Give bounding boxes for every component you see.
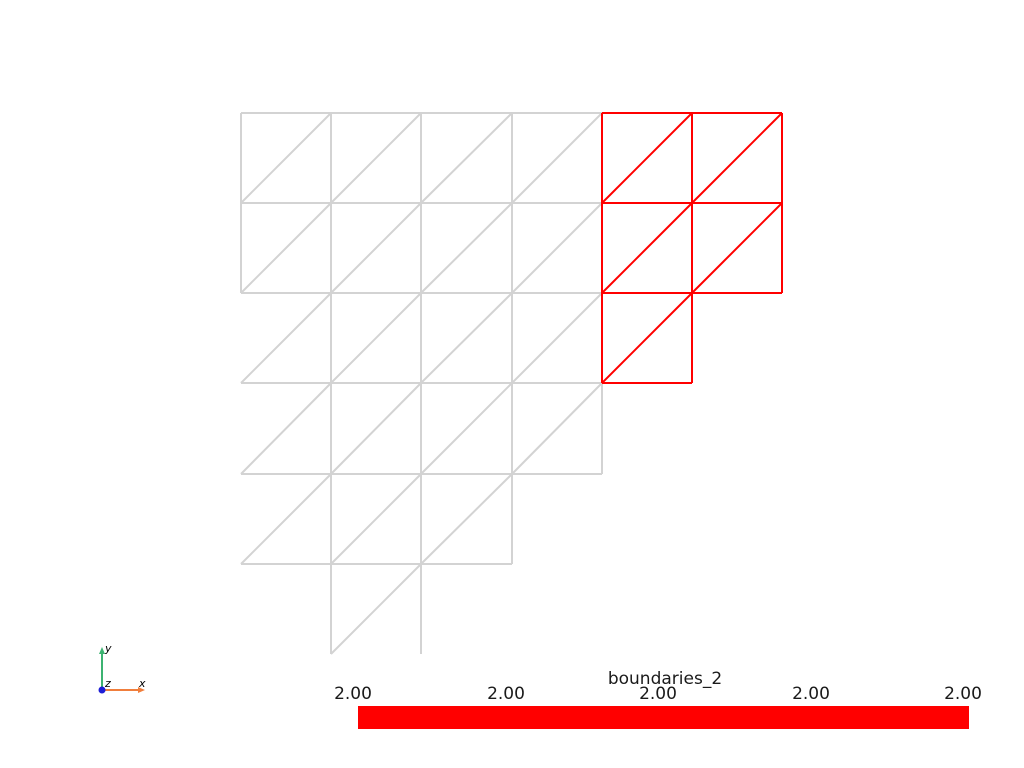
mesh-diagonal	[330, 292, 422, 384]
scalar-bar-tick: 2.00	[487, 684, 525, 704]
mesh-diagonal	[511, 202, 603, 294]
mesh-diagonal	[511, 292, 603, 384]
mesh-diagonal	[511, 112, 603, 204]
mesh-diagonal	[601, 292, 693, 384]
mesh-diagonal	[330, 202, 422, 294]
mesh-diagonal	[330, 112, 422, 204]
scalar-bar-tick: 2.00	[639, 684, 677, 704]
mesh-diagonal	[511, 382, 603, 475]
mesh-diagonal	[240, 292, 332, 384]
mesh-diagonal	[420, 292, 513, 384]
scalar-bar-tick: 2.00	[944, 684, 982, 704]
mesh-diagonal	[420, 382, 513, 475]
mesh-diagonal	[601, 202, 693, 294]
mesh-diagonal	[240, 202, 332, 294]
mesh-diagonal	[420, 473, 513, 565]
z-axis-label: z	[104, 677, 111, 690]
mesh-diagonal	[691, 202, 783, 294]
x-axis-arrowhead	[138, 687, 145, 693]
mesh-diagonal	[420, 202, 513, 294]
mesh-diagonal	[601, 112, 693, 204]
mesh-diagonal	[420, 112, 513, 204]
z-axis-dot	[98, 686, 106, 694]
mesh-diagonal	[330, 382, 422, 475]
x-axis-label: x	[138, 677, 146, 690]
mesh-diagonal	[691, 112, 783, 204]
mesh-diagonal	[240, 382, 332, 475]
mesh-diagonal	[240, 473, 332, 565]
mesh-diagonal	[330, 473, 422, 565]
scalar-bar-title: boundaries_2	[607, 669, 723, 689]
base-mesh	[240, 112, 603, 655]
mesh-diagonal	[330, 563, 422, 655]
y-axis-label: y	[104, 642, 112, 655]
mesh-diagonal	[240, 112, 332, 204]
y-axis-arrowhead	[99, 647, 105, 654]
scalar-bar	[358, 706, 969, 729]
orientation-axes-widget: y x z	[92, 640, 152, 700]
boundary-highlight-mesh	[601, 112, 783, 384]
scalar-bar-tick: 2.00	[792, 684, 830, 704]
scalar-bar-tick: 2.00	[334, 684, 372, 704]
